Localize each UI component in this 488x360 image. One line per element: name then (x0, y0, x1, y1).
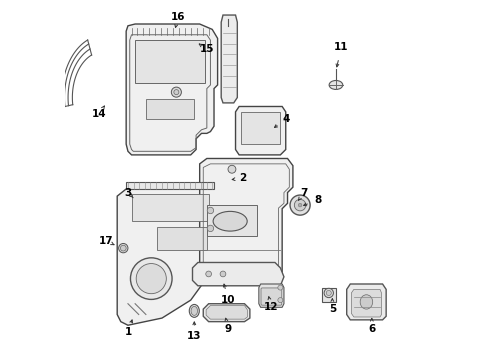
Text: 6: 6 (367, 324, 375, 334)
Text: 15: 15 (199, 44, 214, 54)
Text: 4: 4 (282, 114, 289, 124)
Polygon shape (206, 205, 257, 235)
Circle shape (277, 298, 282, 303)
Polygon shape (131, 194, 208, 221)
Ellipse shape (213, 211, 247, 231)
Polygon shape (156, 226, 206, 250)
FancyBboxPatch shape (261, 288, 281, 305)
Text: 9: 9 (224, 324, 231, 334)
Polygon shape (206, 306, 247, 319)
Polygon shape (117, 189, 214, 325)
Text: 13: 13 (187, 331, 201, 341)
Polygon shape (346, 284, 386, 320)
Circle shape (277, 285, 282, 290)
Circle shape (220, 271, 225, 277)
Circle shape (120, 245, 126, 251)
Circle shape (174, 90, 179, 95)
Polygon shape (258, 284, 284, 307)
Text: 12: 12 (264, 302, 278, 312)
Polygon shape (192, 262, 284, 286)
Polygon shape (126, 24, 217, 155)
Text: 16: 16 (171, 12, 185, 22)
Circle shape (119, 243, 128, 253)
Ellipse shape (328, 81, 342, 89)
Polygon shape (241, 112, 280, 144)
Text: 1: 1 (124, 327, 131, 337)
Circle shape (294, 199, 305, 211)
Text: 10: 10 (221, 295, 235, 305)
Ellipse shape (191, 306, 197, 315)
Ellipse shape (189, 305, 199, 318)
Circle shape (171, 87, 181, 97)
Polygon shape (321, 288, 335, 302)
Circle shape (136, 264, 166, 294)
Circle shape (298, 203, 301, 207)
Polygon shape (235, 107, 285, 155)
Text: 2: 2 (239, 173, 246, 183)
Circle shape (207, 207, 213, 214)
Text: 11: 11 (333, 42, 348, 52)
Circle shape (207, 225, 213, 231)
Text: 17: 17 (99, 236, 114, 246)
Polygon shape (145, 99, 194, 119)
Polygon shape (221, 15, 237, 103)
Polygon shape (199, 158, 292, 280)
Circle shape (289, 195, 309, 215)
Circle shape (324, 288, 333, 298)
Circle shape (325, 291, 330, 296)
Text: 8: 8 (314, 195, 321, 205)
Text: 5: 5 (328, 304, 335, 314)
Polygon shape (203, 304, 249, 321)
Circle shape (130, 258, 172, 300)
Circle shape (227, 165, 235, 173)
Polygon shape (351, 289, 381, 317)
Polygon shape (126, 182, 214, 189)
Polygon shape (135, 40, 204, 83)
Text: 7: 7 (299, 188, 307, 198)
Text: 3: 3 (124, 188, 131, 198)
Text: 14: 14 (92, 109, 106, 119)
Circle shape (205, 271, 211, 277)
Ellipse shape (360, 295, 372, 309)
